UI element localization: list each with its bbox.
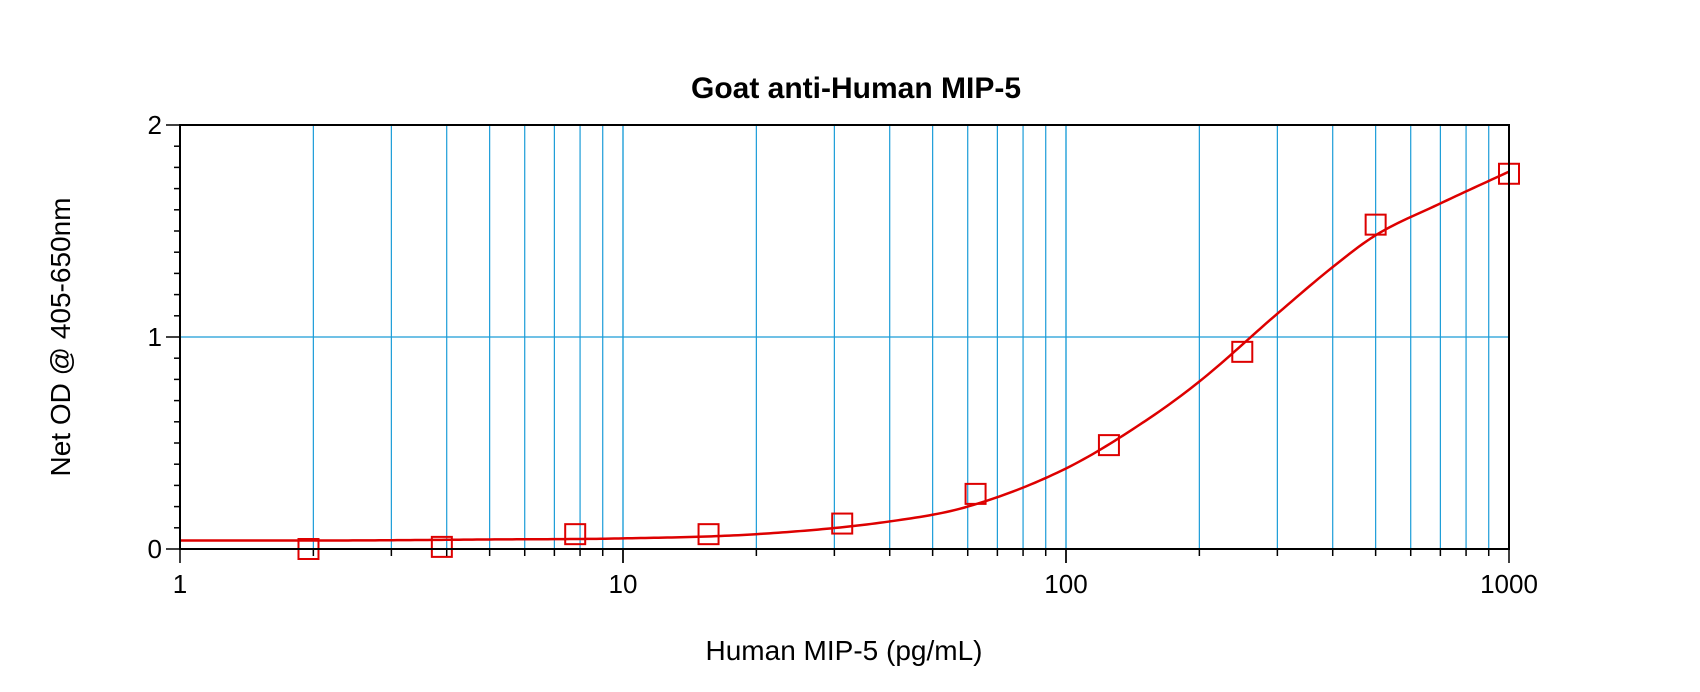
y-tick-label: 1 [148, 322, 162, 352]
data-point [564, 523, 587, 546]
data-point [697, 523, 720, 546]
data-points [297, 162, 1520, 560]
data-point [1231, 340, 1254, 363]
y-tick-label: 2 [148, 110, 162, 140]
chart-title: Goat anti-Human MIP-5 [691, 72, 1021, 105]
fit-curve-layer [180, 170, 1510, 542]
data-point [1364, 213, 1387, 236]
data-point [430, 535, 453, 558]
data-point [831, 512, 854, 535]
x-axis-label: Human MIP-5 (pg/mL) [706, 635, 983, 666]
ticks [166, 124, 1510, 563]
x-tick-label: 1000 [1480, 569, 1538, 599]
fit-curve [180, 170, 1510, 542]
x-tick-label: 1 [173, 569, 187, 599]
grid [180, 125, 1509, 549]
data-point [1097, 434, 1120, 457]
x-tick-label: 100 [1044, 569, 1087, 599]
y-axis-label: Net OD @ 405-650nm [45, 198, 76, 477]
x-tick-labels: 1 10 100 1000 [173, 569, 1538, 599]
data-point [964, 482, 987, 505]
y-tick-labels: 0 1 2 [148, 110, 162, 564]
x-tick-label: 10 [609, 569, 638, 599]
y-tick-label: 0 [148, 534, 162, 564]
